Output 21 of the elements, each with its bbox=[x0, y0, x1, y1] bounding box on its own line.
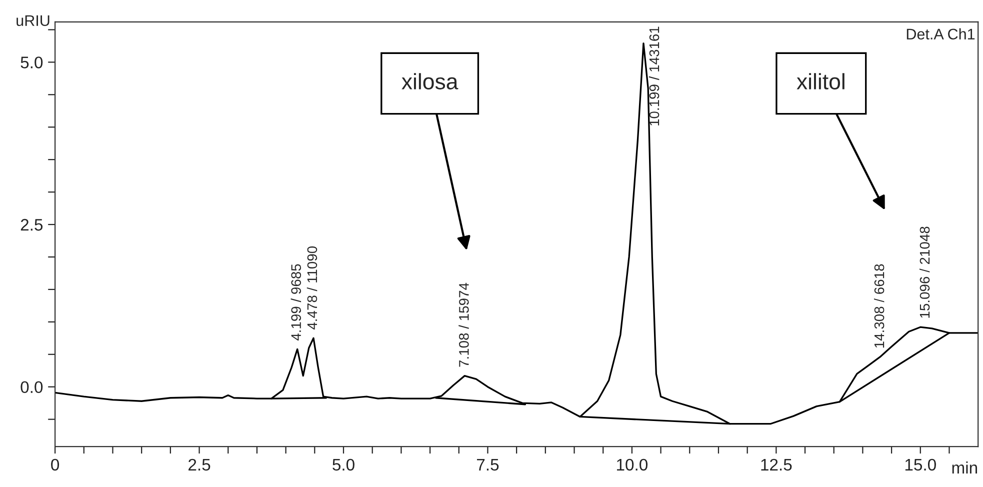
annotation: xilosa bbox=[402, 73, 458, 90]
annotation: 7.108 / 15974 bbox=[458, 282, 469, 367]
annotation: 14.308 / 6618 bbox=[874, 264, 884, 348]
y-tick-label: 0.0 bbox=[20, 381, 43, 394]
annotation: 10.199 / 143161 bbox=[648, 26, 660, 126]
x-tick-label: 15.0 bbox=[905, 458, 936, 471]
x-tick-label: 5.0 bbox=[332, 458, 354, 471]
annotation: 4.478 / 11090 bbox=[306, 246, 318, 330]
annotation: 4.199 / 9685 bbox=[290, 264, 302, 341]
x-tick-label: 0 bbox=[51, 458, 60, 471]
y-tick-label: 5.0 bbox=[20, 56, 43, 68]
annotation: Det.A Ch1 bbox=[906, 28, 975, 40]
annotation: 15.096 / 21048 bbox=[919, 226, 930, 318]
y-tick-label: 2.5 bbox=[20, 218, 43, 231]
annotation: xilitol bbox=[796, 73, 844, 90]
x-tick-label: 7.5 bbox=[476, 458, 499, 471]
y-axis-title: uRIU bbox=[16, 15, 50, 26]
x-tick-label: 12.5 bbox=[761, 458, 792, 471]
x-tick-label: 2.5 bbox=[188, 458, 210, 471]
x-axis-title: min bbox=[952, 461, 978, 474]
x-tick-label: 10.0 bbox=[617, 458, 648, 471]
